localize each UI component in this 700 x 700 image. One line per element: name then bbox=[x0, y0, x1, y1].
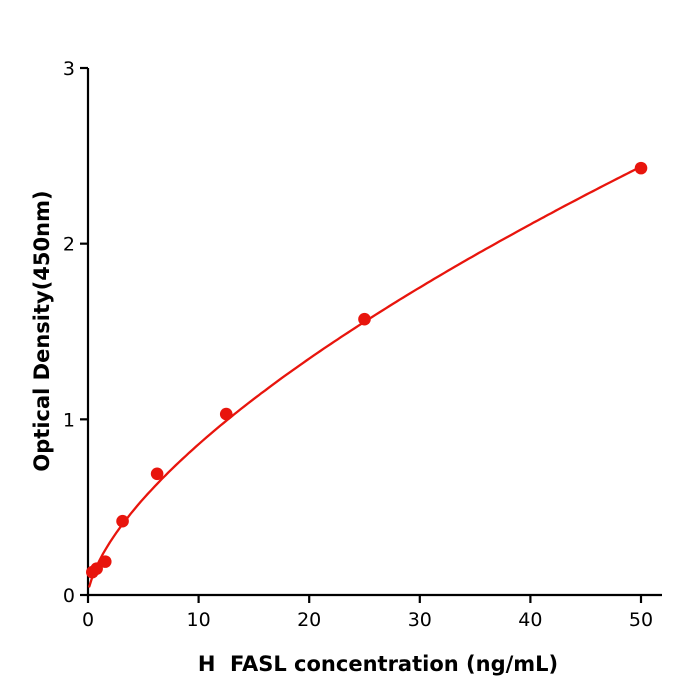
data-point bbox=[98, 555, 112, 568]
x-tick-label: 20 bbox=[297, 609, 321, 631]
x-tick-label: 0 bbox=[82, 609, 94, 631]
x-tick-label: 10 bbox=[187, 609, 211, 631]
fit-curve bbox=[88, 165, 643, 588]
y-tick-label: 0 bbox=[63, 585, 75, 607]
data-point bbox=[150, 467, 164, 481]
x-tick-label: 50 bbox=[629, 609, 653, 631]
data-point bbox=[90, 562, 103, 575]
y-tick-label: 2 bbox=[63, 234, 75, 256]
x-tick-label: 40 bbox=[518, 609, 542, 631]
data-point bbox=[116, 514, 129, 528]
y-tick-label: 3 bbox=[63, 58, 75, 80]
data-point bbox=[634, 161, 648, 175]
y-axis-title: Optical Density(450nm) bbox=[30, 190, 54, 472]
x-axis-title: H FASL concentration (ng/mL) bbox=[197, 652, 559, 676]
data-point bbox=[219, 407, 233, 421]
x-tick-label: 30 bbox=[408, 609, 432, 631]
y-tick-label: 1 bbox=[63, 409, 75, 431]
data-point bbox=[358, 312, 371, 326]
